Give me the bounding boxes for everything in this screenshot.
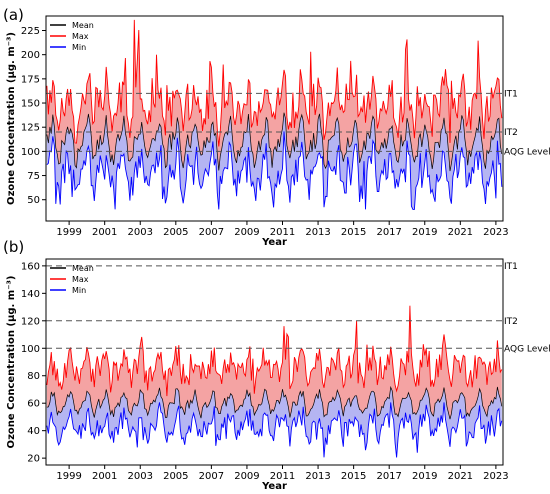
legend-entry: Mean (72, 264, 94, 273)
x-axis-label: Year (261, 481, 287, 492)
max-band (46, 19, 502, 172)
y-tick-label: 175 (21, 74, 40, 85)
x-tick-label: 2021 (448, 471, 473, 482)
reference-line-label: IT1 (504, 89, 518, 99)
reference-line-label: AQG Level (504, 147, 550, 157)
min-series-line (46, 402, 503, 458)
panel-label: (a) (3, 6, 24, 24)
max-band (46, 305, 502, 420)
x-tick-label: 2011 (270, 227, 295, 238)
y-tick-label: 125 (21, 123, 40, 134)
x-tick-label: 2017 (376, 471, 401, 482)
max-series-line (46, 19, 503, 147)
min-band (46, 112, 502, 210)
x-tick-label: 2009 (234, 471, 259, 482)
mean-series-line (46, 112, 503, 172)
plot-area (46, 19, 503, 210)
x-tick-label: 2013 (305, 471, 330, 482)
legend-entry: Max (72, 32, 89, 41)
y-tick-label: 225 (21, 26, 40, 37)
x-tick-label: 2011 (270, 471, 295, 482)
y-tick-label: 50 (27, 195, 40, 206)
x-tick-label: 2013 (305, 227, 330, 238)
y-tick-label: 75 (27, 171, 40, 182)
min-series-line (46, 131, 503, 210)
y-tick-label: 100 (21, 147, 40, 158)
axes-frame (45, 15, 504, 222)
x-tick-label: 2003 (128, 227, 153, 238)
x-tick-label: 2023 (483, 471, 508, 482)
x-tick-label: 2003 (128, 471, 153, 482)
reference-line-label: IT2 (504, 317, 518, 327)
reference-line-label: IT2 (504, 128, 518, 138)
y-tick-label: 150 (21, 99, 40, 110)
min-band (46, 386, 502, 458)
y-tick-label: 20 (27, 454, 40, 465)
x-tick-label: 2021 (448, 227, 473, 238)
panel-b-chart: (b) IT1 IT2 AQG Level 20 40 60 80 100 120 140 160 19… (3, 238, 550, 492)
x-tick-label: 1999 (56, 471, 81, 482)
x-tick-label: 2005 (163, 227, 188, 238)
y-axis-label: Ozone Concentration (µg. m⁻³) (6, 32, 17, 205)
reference-line-label: IT1 (504, 262, 518, 272)
legend-entry: Max (72, 275, 89, 284)
x-tick-label: 2007 (199, 227, 224, 238)
axes-frame (45, 258, 504, 466)
x-tick-label: 2017 (376, 227, 401, 238)
x-tick-label: 2007 (199, 471, 224, 482)
legend-entry: Min (72, 286, 86, 295)
y-tick-label: 140 (21, 289, 40, 300)
x-tick-label: 2001 (92, 471, 117, 482)
x-tick-label: 1999 (56, 227, 81, 238)
legend-entry: Min (72, 43, 86, 52)
y-tick-label: 200 (21, 50, 40, 61)
y-tick-label: 160 (21, 261, 40, 272)
legend: Mean Max Min (50, 264, 94, 295)
x-tick-label: 2015 (341, 227, 366, 238)
legend: Mean Max Min (50, 21, 94, 52)
x-tick-label: 2001 (92, 227, 117, 238)
max-series-line (46, 305, 503, 397)
mean-series-line (46, 385, 503, 420)
y-tick-label: 40 (27, 426, 40, 437)
y-tick-label: 100 (21, 344, 40, 355)
y-tick-label: 80 (27, 371, 40, 382)
panel-a-chart: (a) IT1 IT2 AQG Level 50 75 100 125 150 175 200 225… (3, 6, 550, 248)
x-tick-label: 2019 (412, 471, 437, 482)
y-axis-label: Ozone Concentration (µg. m⁻³) (6, 276, 17, 449)
x-axis-label: Year (261, 237, 287, 248)
reference-line-label: AQG Level (504, 344, 550, 354)
panel-label: (b) (3, 238, 24, 256)
y-tick-label: 120 (21, 316, 40, 327)
legend-entry: Mean (72, 21, 94, 30)
x-tick-label: 2009 (234, 227, 259, 238)
y-tick-label: 60 (27, 399, 40, 410)
plot-area (46, 305, 503, 458)
x-tick-label: 2019 (412, 227, 437, 238)
x-tick-label: 2023 (483, 227, 508, 238)
x-tick-label: 2015 (341, 471, 366, 482)
x-tick-label: 2005 (163, 471, 188, 482)
